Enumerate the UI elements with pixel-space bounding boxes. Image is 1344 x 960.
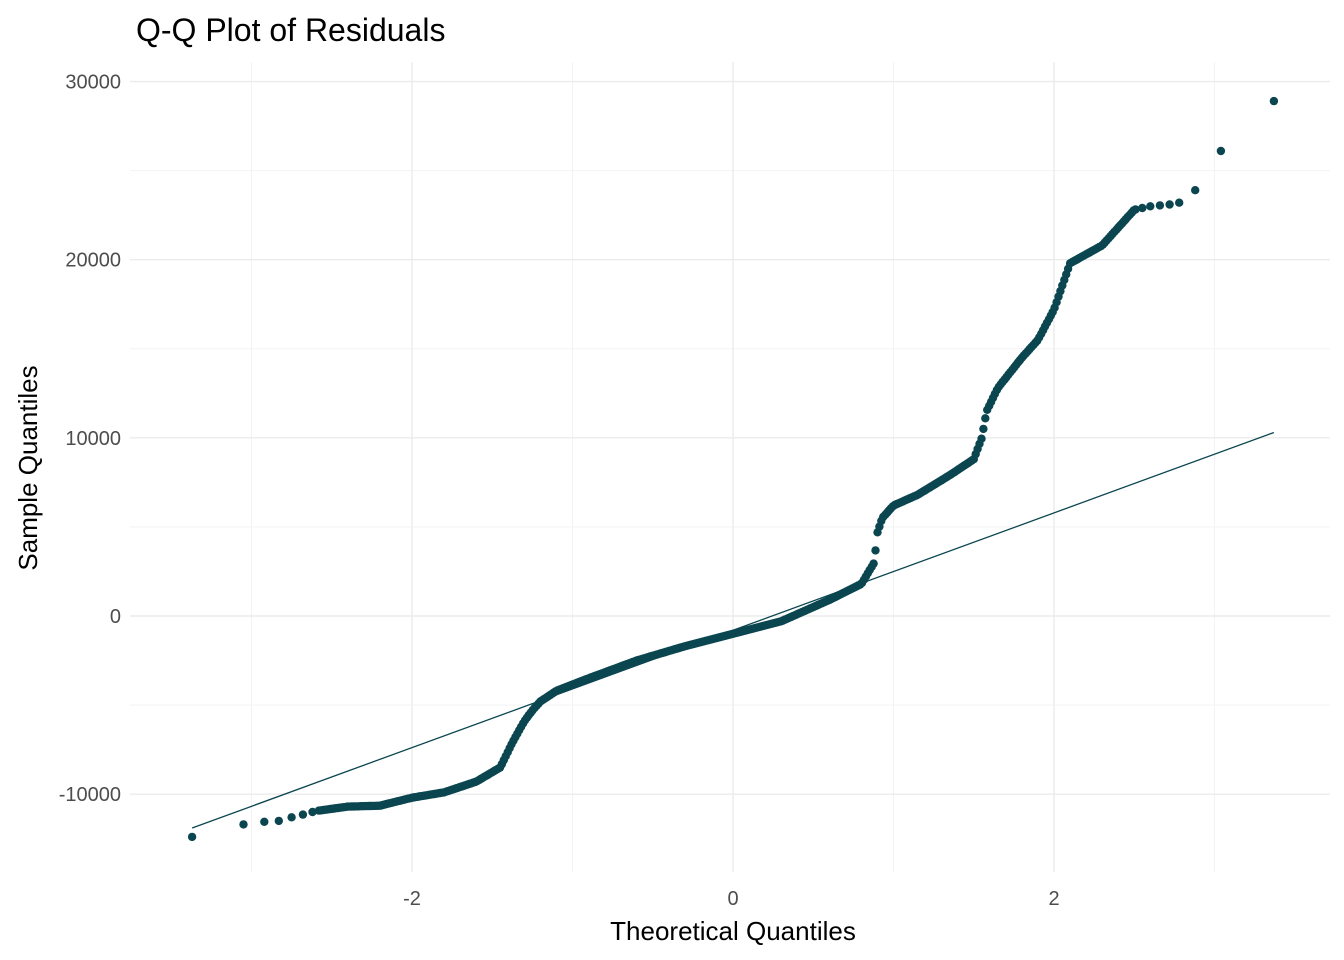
data-point (1165, 200, 1174, 209)
data-point (239, 820, 248, 829)
x-tick-labels: -2 0 2 (403, 888, 1059, 910)
data-point (1191, 186, 1200, 195)
grid (130, 62, 1330, 872)
data-point (287, 813, 296, 822)
x-tick-label: 0 (727, 888, 738, 910)
x-tick-label: -2 (403, 888, 421, 910)
y-axis-title: Sample Quantiles (13, 365, 43, 570)
data-point (871, 546, 880, 555)
data-point (979, 424, 988, 434)
data-points (187, 96, 1279, 842)
y-tick-label: 30000 (65, 72, 121, 94)
data-point (1131, 205, 1140, 214)
x-tick-label: 2 (1048, 888, 1059, 910)
data-point (260, 817, 269, 826)
data-point (1155, 201, 1165, 210)
data-point (308, 807, 317, 817)
data-point (981, 414, 990, 423)
data-point (1269, 96, 1279, 106)
x-axis-title: Theoretical Quantiles (610, 916, 856, 946)
chart-title: Q-Q Plot of Residuals (136, 12, 445, 48)
data-point (298, 810, 308, 819)
y-tick-label: 0 (110, 606, 121, 628)
data-point (1216, 146, 1226, 156)
data-point (1146, 202, 1155, 211)
data-point (1175, 198, 1184, 207)
data-point (274, 816, 283, 826)
y-tick-labels: -10000 0 10000 20000 30000 (59, 72, 121, 807)
data-point (869, 559, 878, 568)
data-point (977, 434, 986, 443)
y-tick-label: 20000 (65, 250, 121, 272)
y-tick-label: 10000 (65, 428, 121, 450)
data-point (1138, 203, 1147, 213)
data-point (187, 832, 197, 842)
y-tick-label: -10000 (59, 784, 121, 806)
